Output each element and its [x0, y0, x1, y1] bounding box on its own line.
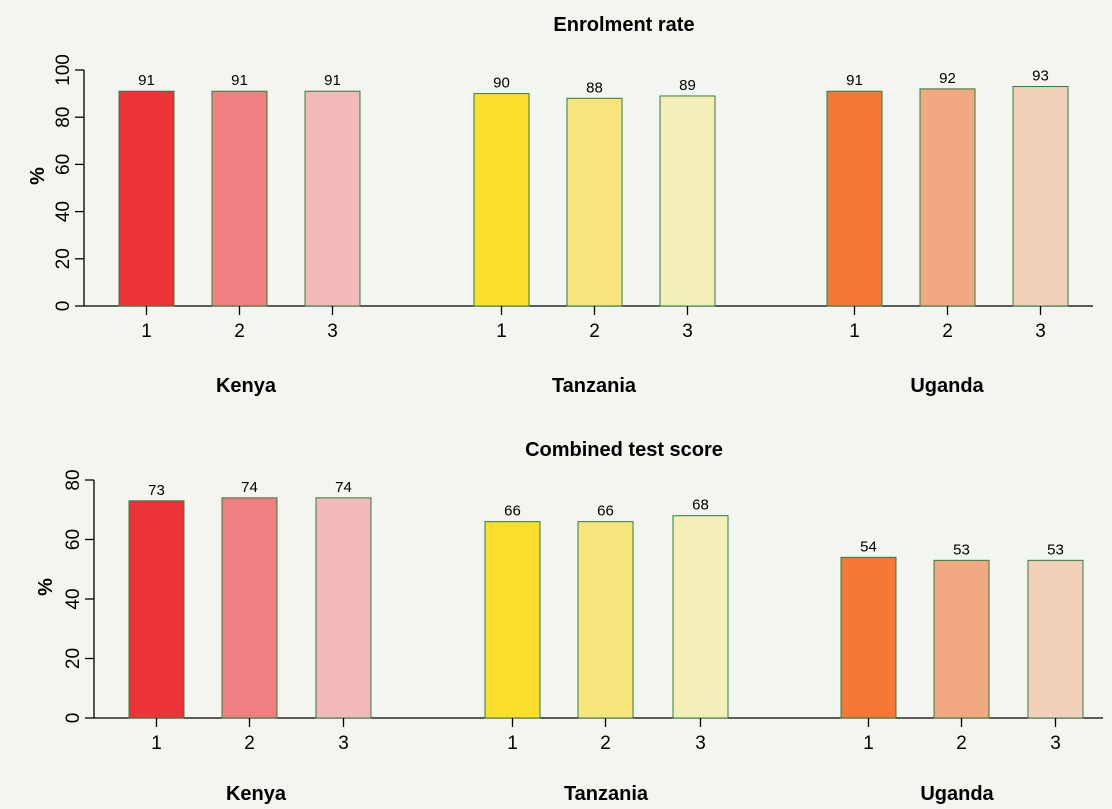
x-tick-label: 3 [695, 733, 706, 754]
group-label-uganda: Uganda [910, 375, 984, 397]
bar-uganda-3 [1012, 86, 1069, 307]
data-label: 93 [1032, 68, 1049, 85]
data-label: 88 [586, 79, 603, 96]
group-label-uganda: Uganda [920, 783, 994, 805]
bar-kenya-1 [118, 90, 175, 307]
group-label-tanzania: Tanzania [552, 375, 637, 397]
bar-uganda-3 [1027, 559, 1084, 719]
y-tick-label: 20 [53, 248, 74, 269]
group-label-kenya: Kenya [226, 783, 287, 805]
data-label: 90 [493, 75, 510, 92]
x-tick-label: 2 [244, 733, 255, 754]
y-tick-label: 0 [53, 301, 74, 312]
group-label-kenya: Kenya [216, 375, 277, 397]
x-tick-label: 1 [141, 321, 152, 342]
x-tick-label: 3 [338, 733, 349, 754]
data-label: 74 [241, 479, 258, 496]
bar-kenya-2 [221, 497, 278, 719]
enrolment-rate-chart: Enrolment rate% 0 20 40 60 80 100 91 1 91 2 91 3 Keny… [27, 14, 1093, 397]
x-tick-label: 2 [956, 733, 967, 754]
x-tick-label: 1 [849, 321, 860, 342]
data-label: 74 [335, 479, 352, 496]
x-tick-label: 1 [151, 733, 162, 754]
data-label: 89 [679, 77, 696, 94]
y-tick-label: 80 [63, 469, 84, 490]
bar-tanzania-1 [484, 521, 541, 719]
bar-uganda-1 [840, 556, 897, 719]
x-tick-label: 2 [234, 321, 245, 342]
data-label: 91 [138, 72, 155, 89]
x-tick-label: 2 [942, 321, 953, 342]
x-tick-label: 3 [1050, 733, 1061, 754]
bar-tanzania-2 [577, 521, 634, 719]
bar-kenya-3 [304, 90, 361, 307]
chart-title: Combined test score [525, 439, 723, 461]
data-label: 54 [860, 538, 877, 555]
data-label: 53 [1047, 541, 1064, 558]
data-label: 91 [231, 72, 248, 89]
x-tick-label: 3 [1035, 321, 1046, 342]
bar-kenya-1 [128, 500, 185, 719]
bar-kenya-3 [315, 497, 372, 719]
x-tick-label: 3 [682, 321, 693, 342]
data-label: 91 [846, 72, 863, 89]
x-tick-label: 1 [496, 321, 507, 342]
bar-kenya-2 [211, 90, 268, 307]
x-tick-label: 3 [327, 321, 338, 342]
chart-title: Enrolment rate [553, 14, 694, 36]
x-tick-label: 2 [600, 733, 611, 754]
bar-tanzania-3 [672, 515, 729, 719]
data-label: 92 [939, 70, 956, 87]
bar-tanzania-3 [659, 95, 716, 307]
data-label: 73 [148, 482, 165, 499]
data-label: 53 [953, 541, 970, 558]
y-tick-label: 20 [63, 648, 84, 669]
data-label: 66 [504, 503, 521, 520]
group-label-tanzania: Tanzania [564, 783, 649, 805]
y-axis-label: % [35, 578, 57, 596]
data-label: 68 [692, 497, 709, 514]
y-tick-label: 0 [63, 713, 84, 724]
combined-test-score-chart: Combined test score% 0 20 40 60 80 73 1 74 2 74 3 Ke… [35, 439, 1103, 805]
x-tick-label: 1 [507, 733, 518, 754]
y-tick-label: 100 [53, 54, 74, 86]
x-tick-label: 1 [863, 733, 874, 754]
data-label: 66 [597, 503, 614, 520]
bar-uganda-2 [919, 88, 976, 307]
y-tick-label: 40 [63, 588, 84, 609]
data-label: 91 [324, 72, 341, 89]
y-tick-label: 80 [53, 107, 74, 128]
y-tick-label: 60 [53, 154, 74, 175]
y-axis-label: % [27, 167, 49, 185]
bar-tanzania-1 [473, 93, 530, 307]
y-tick-label: 60 [63, 529, 84, 550]
bar-tanzania-2 [566, 97, 623, 307]
y-tick-label: 40 [53, 201, 74, 222]
bar-uganda-2 [933, 559, 990, 719]
x-tick-label: 2 [589, 321, 600, 342]
bar-uganda-1 [826, 90, 883, 307]
